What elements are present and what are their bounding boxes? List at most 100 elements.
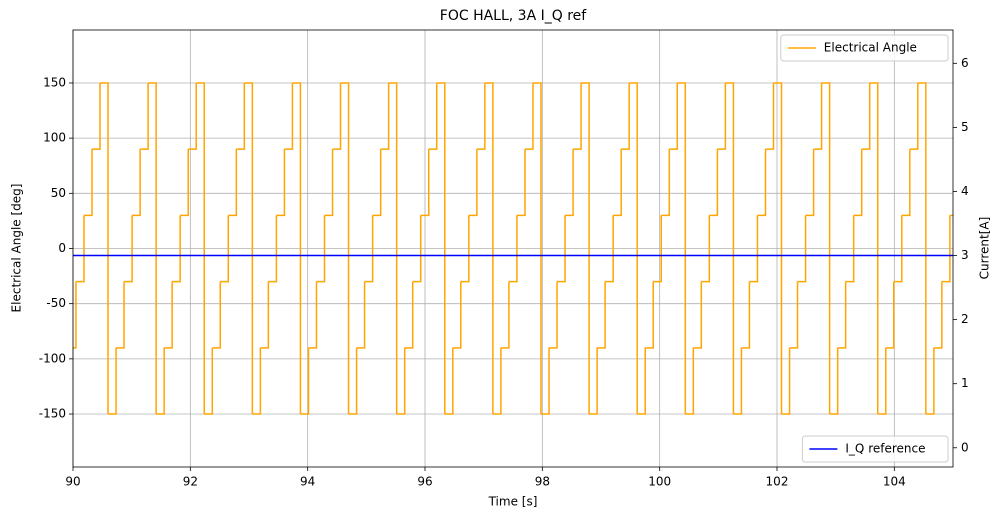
step-segment bbox=[244, 82, 254, 415]
x-tick-label: 90 bbox=[65, 475, 80, 489]
step-segment bbox=[316, 215, 326, 283]
step-segment bbox=[460, 215, 470, 283]
step-segment bbox=[196, 82, 205, 415]
step-segment bbox=[372, 149, 382, 217]
step-segment bbox=[468, 149, 478, 217]
step-segment bbox=[436, 82, 446, 415]
step-segment bbox=[709, 149, 719, 217]
step-segment bbox=[428, 82, 438, 150]
step-segment bbox=[893, 215, 903, 283]
step-segment bbox=[733, 347, 743, 415]
step-segment bbox=[797, 215, 807, 283]
step-segment bbox=[909, 82, 919, 150]
x-tick-label: 96 bbox=[417, 475, 432, 489]
step-segment bbox=[829, 347, 839, 415]
y2-axis-label: Current[A] bbox=[978, 217, 992, 280]
step-segment bbox=[557, 215, 566, 283]
step-segment bbox=[573, 82, 582, 150]
step-segment bbox=[613, 149, 622, 217]
step-segment bbox=[236, 82, 246, 150]
step-segment bbox=[565, 149, 574, 217]
step-segment bbox=[645, 281, 654, 349]
y2-tick-label: 5 bbox=[961, 120, 969, 134]
step-segment bbox=[180, 149, 189, 217]
x-tick-label: 104 bbox=[883, 475, 906, 489]
step-segment bbox=[75, 215, 85, 283]
step-segment bbox=[324, 149, 334, 217]
step-segment bbox=[124, 215, 133, 283]
step-segment bbox=[132, 149, 141, 217]
step-segment bbox=[581, 82, 590, 415]
step-segment bbox=[99, 82, 109, 415]
step-segment bbox=[901, 149, 911, 217]
step-segment bbox=[188, 82, 197, 150]
x-tick-label: 94 bbox=[300, 475, 315, 489]
step-segment bbox=[444, 347, 454, 415]
y-tick-label: 0 bbox=[58, 241, 66, 255]
y-tick-label: 50 bbox=[51, 186, 66, 200]
step-segment bbox=[813, 82, 823, 150]
step-segment bbox=[412, 215, 422, 283]
step-segment bbox=[629, 82, 638, 415]
step-segment bbox=[717, 82, 727, 150]
plot-lines bbox=[73, 82, 953, 415]
step-segment bbox=[116, 281, 125, 349]
step-segment bbox=[284, 82, 294, 150]
y-tick-label: 150 bbox=[43, 75, 66, 89]
step-segment bbox=[164, 281, 173, 349]
step-segment bbox=[701, 215, 711, 283]
step-segment bbox=[292, 82, 302, 415]
step-segment bbox=[933, 281, 943, 349]
step-segment bbox=[140, 82, 149, 150]
step-segment bbox=[228, 149, 238, 217]
step-segment bbox=[220, 215, 230, 283]
legend-label: I_Q reference bbox=[845, 442, 925, 456]
y2-tick-label: 2 bbox=[961, 312, 969, 326]
x-axis-label: Time [s] bbox=[488, 495, 538, 509]
step-segment bbox=[252, 347, 262, 415]
step-segment bbox=[741, 281, 751, 349]
step-segment bbox=[885, 281, 895, 349]
step-segment bbox=[500, 281, 510, 349]
step-segment bbox=[653, 215, 663, 283]
x-tick-label: 92 bbox=[183, 475, 198, 489]
step-segment bbox=[73, 281, 77, 349]
step-segment bbox=[861, 82, 871, 150]
y-tick-label: -150 bbox=[39, 407, 66, 421]
legend-box bbox=[801, 435, 949, 463]
step-segment bbox=[540, 347, 550, 415]
step-segment bbox=[749, 215, 759, 283]
step-segment bbox=[348, 347, 358, 415]
step-segment bbox=[476, 82, 486, 150]
step-segment bbox=[83, 149, 93, 217]
step-segment bbox=[757, 149, 767, 217]
step-segment bbox=[204, 347, 214, 415]
step-segment bbox=[605, 215, 614, 283]
step-segment bbox=[677, 82, 687, 415]
step-segment bbox=[597, 281, 606, 349]
step-segment bbox=[669, 82, 679, 150]
step-segment bbox=[332, 82, 342, 150]
step-segment bbox=[452, 281, 462, 349]
step-segment bbox=[404, 281, 414, 349]
step-segment bbox=[308, 281, 318, 349]
legend-label: Electrical Angle bbox=[824, 41, 917, 55]
step-segment bbox=[869, 82, 879, 415]
step-segment bbox=[773, 82, 783, 415]
y2-tick-label: 3 bbox=[961, 248, 969, 262]
step-segment bbox=[380, 82, 390, 150]
step-segment bbox=[276, 149, 286, 217]
y2-tick-label: 6 bbox=[961, 56, 969, 70]
step-segment bbox=[364, 215, 374, 283]
step-segment bbox=[925, 347, 935, 415]
step-segment bbox=[260, 281, 270, 349]
step-segment bbox=[300, 347, 310, 415]
step-segment bbox=[781, 347, 791, 415]
step-segment bbox=[837, 281, 847, 349]
step-segment bbox=[356, 281, 366, 349]
step-segment bbox=[508, 215, 518, 283]
y2-tick-label: 0 bbox=[961, 440, 969, 454]
step-segment bbox=[484, 82, 494, 415]
step-segment bbox=[532, 82, 542, 415]
